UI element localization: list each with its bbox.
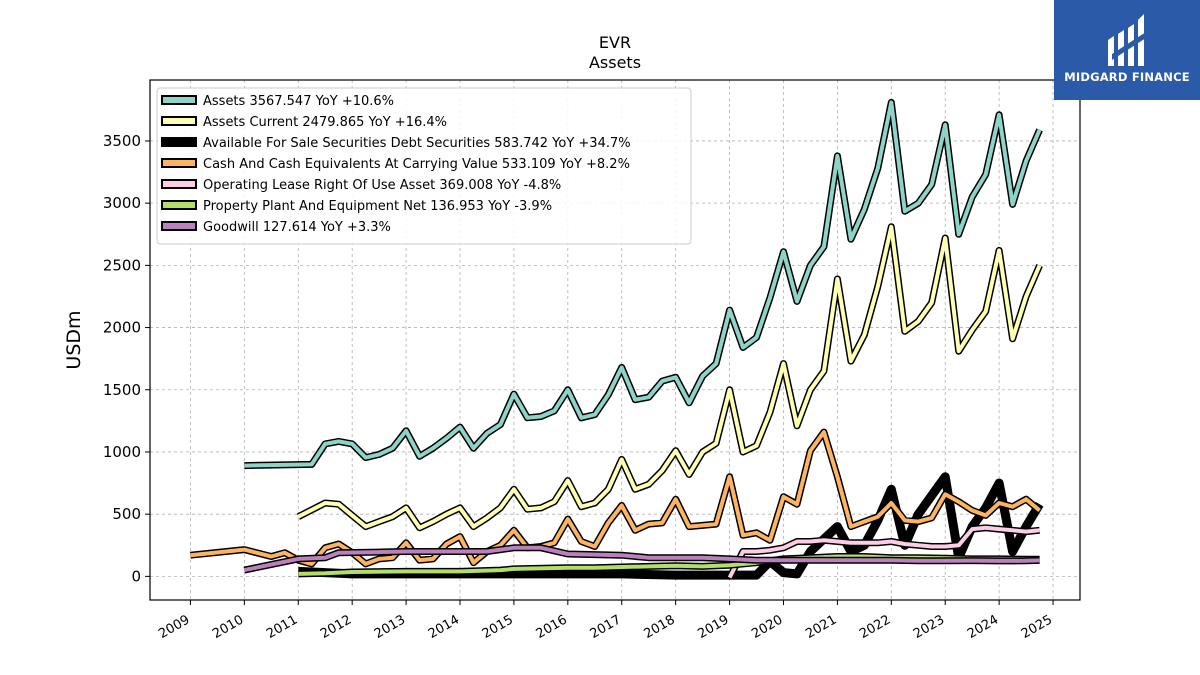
brand-name: MIDGARD FINANCE <box>1064 70 1190 84</box>
plot-frame <box>149 79 1081 601</box>
x-tick-label: 2023 <box>911 612 947 642</box>
x-tick-label: 2019 <box>695 612 731 642</box>
legend-item: Property Plant And Equipment Net 136.953… <box>161 199 552 214</box>
y-axis: 0 500 1000 1500 2000 2500 3000 3500 <box>103 132 150 585</box>
series-0 <box>244 98 1043 470</box>
y-tick-label: 1500 <box>103 381 141 399</box>
x-tick-label: 2014 <box>426 612 462 642</box>
legend-item: Assets 3567.547 YoY +10.6% <box>161 94 394 109</box>
legend-label: Assets Current 2479.865 YoY +16.4% <box>203 115 447 130</box>
y-tick-label: 2000 <box>103 319 141 337</box>
series-line <box>244 100 1042 468</box>
y-tick-label: 1000 <box>103 443 141 461</box>
legend-swatch <box>161 137 197 147</box>
y-tick-label: 2500 <box>103 256 141 274</box>
legend-label: Goodwill 127.614 YoY +3.3% <box>203 220 391 235</box>
legend-swatch <box>161 221 197 231</box>
series-line <box>190 430 1041 566</box>
x-tick-label: 2021 <box>803 612 839 642</box>
x-tick-label: 2010 <box>210 612 246 642</box>
y-tick-label: 3500 <box>103 132 141 150</box>
x-tick-label: 2018 <box>641 612 677 642</box>
legend-swatch <box>161 116 197 126</box>
legend-item: Available For Sale Securities Debt Secur… <box>161 136 631 151</box>
brand-logo: MIDGARD FINANCE <box>1054 0 1200 100</box>
legend-box <box>156 87 692 245</box>
legend-swatch <box>161 158 197 168</box>
series-6 <box>243 544 1040 574</box>
legend-swatch <box>161 95 197 105</box>
midgard-logo-icon <box>1108 14 1146 66</box>
x-tick-label: 2013 <box>372 612 408 642</box>
chart-subtitle: Assets <box>589 53 641 72</box>
series-4 <box>726 524 1040 580</box>
series-line <box>243 545 1040 573</box>
y-tick-label: 500 <box>112 505 141 523</box>
legend-item: Goodwill 127.614 YoY +3.3% <box>161 220 391 235</box>
y-tick-label: 3000 <box>103 194 141 212</box>
series-3 <box>190 428 1042 568</box>
series-line <box>297 224 1042 530</box>
legend-item: Assets Current 2479.865 YoY +16.4% <box>161 115 447 130</box>
legend: Assets 3567.547 YoY +10.6% Assets Current… <box>156 87 692 245</box>
x-tick-label: 2015 <box>480 612 516 642</box>
legend-label: Operating Lease Right Of Use Asset 369.0… <box>203 178 561 193</box>
legend-item: Cash And Cash Equivalents At Carrying Va… <box>161 157 630 172</box>
legend-swatch <box>161 200 197 210</box>
y-tick-label: 0 <box>131 567 141 585</box>
x-tick-label: 2016 <box>534 612 570 642</box>
legend-label: Available For Sale Securities Debt Secur… <box>203 136 631 151</box>
y-axis-label: USDm <box>63 310 85 369</box>
x-tick-label: 2025 <box>1019 612 1055 642</box>
legend-label: Assets 3567.547 YoY +10.6% <box>203 94 394 109</box>
legend-item: Operating Lease Right Of Use Asset 369.0… <box>161 178 561 193</box>
x-tick-label: 2017 <box>588 612 624 642</box>
x-tick-label: 2011 <box>264 612 300 642</box>
series-line <box>727 525 1040 579</box>
legend-label: Cash And Cash Equivalents At Carrying Va… <box>203 157 630 172</box>
x-tick-label: 2020 <box>749 612 785 642</box>
series-1 <box>296 223 1043 532</box>
x-tick-label: 2012 <box>318 612 354 642</box>
chart-title: EVR <box>599 33 631 52</box>
x-tick-label: 2024 <box>965 612 1001 642</box>
series-layer <box>190 98 1044 580</box>
legend-swatch <box>161 179 197 189</box>
x-tick-label: 2009 <box>156 612 192 642</box>
legend-label: Property Plant And Equipment Net 136.953… <box>203 199 552 214</box>
x-axis: 2009 2010 2011 2012 2013 2014 2015 2016 2017 2018… <box>156 600 1055 642</box>
x-tick-label: 2022 <box>857 612 893 642</box>
